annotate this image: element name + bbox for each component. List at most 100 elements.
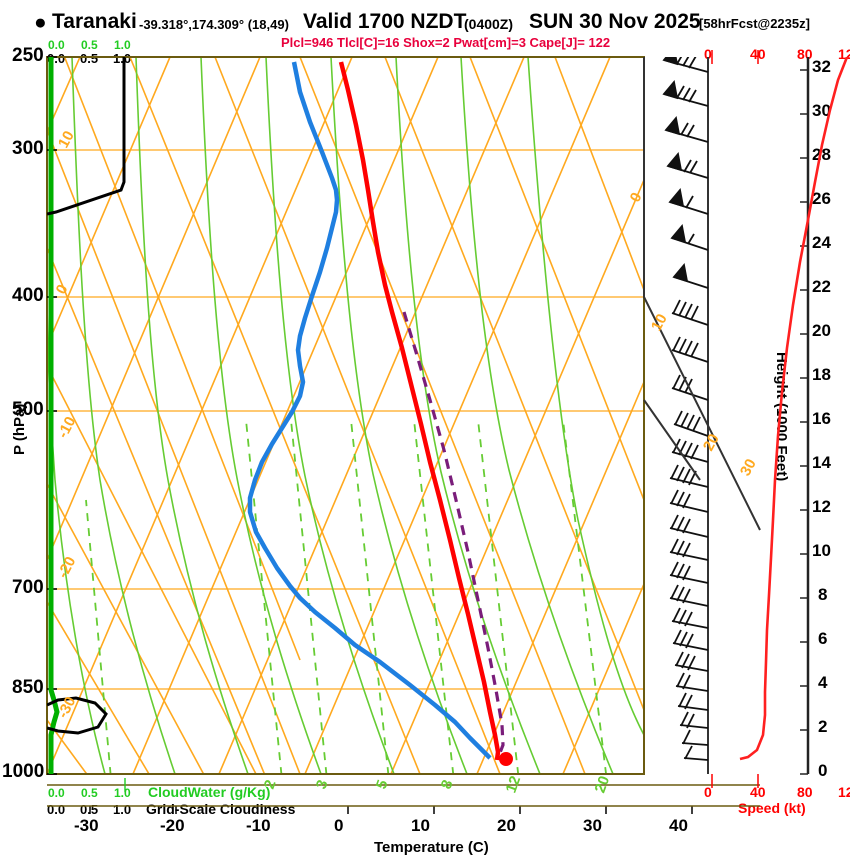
cloudiness-profile	[47, 57, 126, 735]
temperature-axis-label: Temperature (C)	[374, 839, 489, 856]
speed-tick-top-0: 0	[704, 46, 712, 62]
cloudwater-legend-label: CloudWater (g/Kg)	[148, 784, 271, 800]
wind-barb	[674, 651, 709, 672]
valid-date: SUN 30 Nov 2025	[529, 10, 701, 33]
pressure-tick-1000: 1000	[2, 761, 45, 782]
wind-barb	[683, 745, 709, 761]
wind-barb	[672, 262, 709, 289]
station-coordinates: -39.318°,174.309° (18,49)	[139, 17, 289, 32]
height-tick-10: 10	[812, 541, 831, 560]
pressure-tick-700: 700	[12, 577, 44, 598]
temperature-tick--10: -10	[246, 816, 271, 835]
station-marker: ●	[34, 11, 47, 34]
cloudiness-tick-top-05: 0.5	[80, 51, 99, 66]
cloudwater-scale-rules	[47, 778, 760, 792]
cloudwater-tick-bottom-0: 0.0	[48, 786, 65, 800]
wind-barb	[670, 223, 709, 251]
speed-tick-80: 80	[797, 784, 813, 800]
speed-tick-120: 120	[838, 784, 850, 800]
height-tick-14: 14	[812, 453, 831, 472]
cloudwater-tick-05: 0.5	[81, 38, 98, 52]
isotherm-lines	[47, 57, 644, 774]
height-tick-16: 16	[812, 409, 831, 428]
valid-time-utc: (0400Z)	[464, 16, 514, 32]
wind-barb	[666, 151, 709, 179]
height-tick-8: 8	[818, 585, 828, 604]
surface-temperature-marker	[499, 752, 513, 766]
pressure-tick-850: 850	[12, 677, 44, 698]
pressure-tick-500: 500	[12, 399, 44, 420]
speed-axis-label: Speed (kt)	[738, 800, 806, 816]
dry-adiabat-lines	[47, 57, 644, 774]
wind-barb	[671, 299, 709, 326]
pressure-tick-400: 400	[12, 285, 44, 306]
wind-barb	[669, 561, 709, 584]
speed-tick-0: 0	[704, 784, 712, 800]
temperature-tick-20: 20	[497, 816, 516, 835]
temperature-tick-10: 10	[411, 816, 430, 835]
temperature-tick--20: -20	[160, 816, 185, 835]
wind-barb	[671, 336, 709, 363]
wind-barb-axis	[707, 57, 709, 774]
station-name: Taranaki	[52, 10, 137, 33]
wind-speed-profile-curve	[739, 57, 849, 761]
parcel-path-curve	[402, 311, 505, 759]
wind-barb	[679, 711, 709, 729]
height-tick-6: 6	[818, 629, 828, 648]
height-tick-24: 24	[812, 233, 831, 252]
wind-barb	[668, 187, 709, 215]
speed-axis	[711, 50, 810, 788]
wind-barb	[672, 629, 709, 651]
wind-barb	[673, 410, 709, 437]
wind-barb	[662, 57, 709, 73]
wind-barb	[677, 692, 709, 711]
height-tick-4: 4	[818, 673, 828, 692]
height-tick-2: 2	[818, 717, 828, 736]
forecast-lead: [58hrFcst@2235z]	[699, 16, 810, 31]
wind-barb	[669, 464, 709, 488]
temperature-ticks	[47, 805, 760, 814]
temperature-profile-curve	[338, 61, 513, 766]
plot-frame	[46, 56, 645, 775]
dewpoint-profile-curve	[247, 61, 492, 760]
cloudwater-tick-1: 1.0	[114, 38, 131, 52]
height-tick-0: 0	[818, 761, 828, 780]
valid-time: Valid 1700 NZDT	[303, 10, 467, 33]
sounding-parameters: Plcl=946 Tlcl[C]=16 Shox=2 Pwat[cm]=3 Ca…	[281, 35, 611, 50]
height-tick-12: 12	[812, 497, 831, 516]
wind-barb	[671, 607, 709, 629]
height-tick-18: 18	[812, 365, 831, 384]
cloudwater-tick-bottom-1: 1.0	[114, 786, 131, 800]
wind-barb	[662, 79, 709, 107]
moist-adiabat-lines	[47, 57, 644, 774]
wind-barb	[669, 538, 709, 561]
height-tick-30: 30	[812, 101, 831, 120]
height-tick-32: 32	[812, 57, 831, 76]
isobar-lines	[47, 57, 644, 774]
speed-tick-40: 40	[750, 784, 766, 800]
wind-barb	[681, 729, 709, 746]
pressure-tick-300: 300	[12, 138, 44, 159]
wind-barb	[664, 115, 709, 143]
mixing-ratio-lines	[85, 419, 607, 774]
height-tick-26: 26	[812, 189, 831, 208]
temperature-tick-40: 40	[669, 816, 688, 835]
temperature-tick-30: 30	[583, 816, 602, 835]
wind-shear-lines	[643, 57, 761, 531]
cloudiness-tick-top-1: 1.0	[113, 51, 132, 66]
wind-barb	[669, 514, 709, 538]
wind-barb	[675, 672, 709, 692]
wind-barbs	[662, 57, 709, 761]
height-tick-20: 20	[812, 321, 831, 340]
cloudwater-tick-bottom-05: 0.5	[81, 786, 98, 800]
wind-barb	[669, 584, 709, 607]
cloudwater-tick-0: 0.0	[48, 38, 65, 52]
cloudwater-profile	[48, 57, 60, 774]
temperature-tick-0: 0	[334, 816, 344, 835]
wind-barb	[669, 489, 709, 513]
pressure-tick-250: 250	[12, 45, 44, 66]
temperature-tick--30: -30	[74, 816, 99, 835]
height-tick-22: 22	[812, 277, 831, 296]
